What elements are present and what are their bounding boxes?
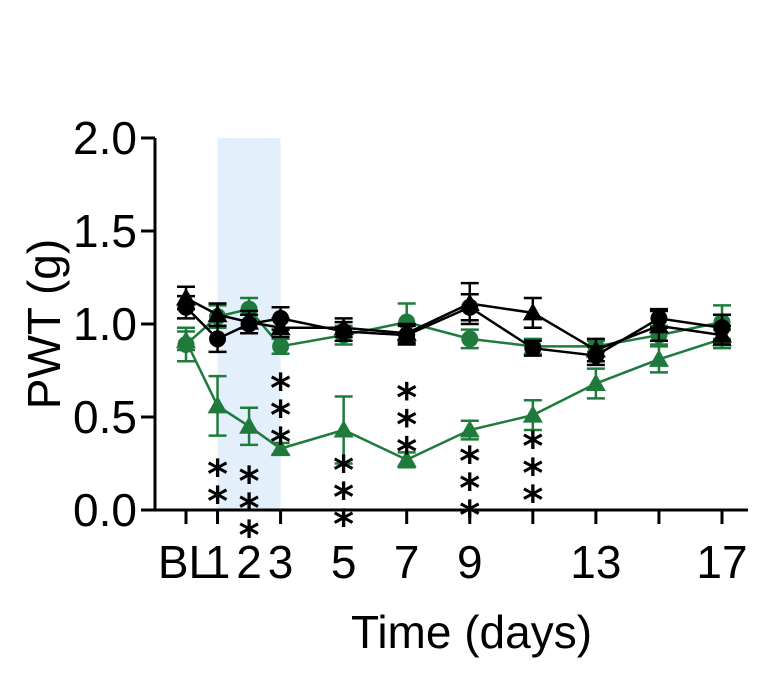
significance-star: * — [270, 393, 291, 439]
significance-annotation: *** — [396, 376, 417, 476]
data-point — [396, 449, 417, 468]
significance-star: * — [270, 366, 291, 412]
x-tick-label: BL — [158, 536, 214, 588]
data-point — [524, 339, 542, 357]
series-1 — [176, 328, 732, 469]
data-point — [713, 319, 731, 337]
data-point — [461, 298, 479, 316]
data-point — [270, 438, 291, 457]
x-tick-label: 5 — [331, 536, 357, 588]
significance-star: * — [522, 424, 543, 470]
data-point — [461, 330, 479, 348]
significance-star: * — [239, 486, 260, 532]
significance-star: * — [333, 502, 354, 548]
significance-star: * — [207, 479, 228, 525]
data-point — [459, 420, 480, 438]
data-point — [240, 300, 258, 318]
y-axis-title: PWT (g) — [18, 239, 70, 409]
y-tick-label: 0.5 — [73, 391, 137, 443]
significance-annotation: *** — [522, 424, 543, 524]
significance-star: * — [333, 448, 354, 494]
data-point — [272, 337, 290, 355]
significance-annotation: *** — [333, 448, 354, 548]
significance-star: * — [522, 478, 543, 524]
x-tick-label: 3 — [268, 536, 294, 588]
data-point — [335, 322, 353, 340]
data-point — [207, 304, 228, 323]
y-tick-label: 1.5 — [73, 205, 137, 257]
significance-star: * — [207, 452, 228, 498]
data-point — [585, 373, 606, 392]
significance-star: * — [396, 403, 417, 449]
significance-star: * — [239, 513, 260, 559]
significance-star: * — [459, 439, 480, 485]
significance-star: * — [459, 466, 480, 512]
x-tick-label: 2 — [236, 536, 262, 588]
tick-layer: 0.0 0.5 1.0 1.5 2.0 BL1 2 3 5 7 9 13 17 — [73, 112, 748, 588]
data-point — [398, 326, 416, 344]
data-point — [240, 315, 258, 333]
y-tick-label: 0.0 — [73, 484, 137, 536]
x-tick-label: 9 — [457, 536, 483, 588]
x-tick-label: 7 — [394, 536, 420, 588]
x-tick-label: 17 — [696, 536, 747, 588]
significance-star: * — [270, 420, 291, 466]
series-4 — [177, 292, 731, 367]
annotation-layer: ** ************ ****** — [207, 366, 543, 559]
data-point — [650, 309, 668, 327]
significance-star: * — [396, 376, 417, 422]
significance-annotation: *** — [239, 459, 260, 559]
x-tick-label: 13 — [570, 536, 621, 588]
data-point — [648, 349, 669, 367]
series-layer — [176, 281, 732, 469]
significance-star: * — [239, 459, 260, 505]
significance-annotation: *** — [270, 366, 291, 466]
data-point — [239, 416, 260, 434]
significance-star: * — [459, 493, 480, 539]
significance-annotation: ** — [207, 452, 228, 525]
data-point — [522, 405, 543, 423]
significance-star: * — [396, 430, 417, 476]
data-point — [522, 302, 543, 321]
data-point — [209, 330, 227, 348]
data-point — [177, 298, 195, 316]
data-point — [333, 420, 354, 438]
x-tick-label: 1 — [205, 536, 231, 588]
y-tick-label: 1.0 — [73, 298, 137, 350]
x-axis-title: Time (days) — [351, 606, 592, 658]
significance-annotation: *** — [459, 439, 480, 539]
data-point — [587, 347, 605, 365]
significance-star: * — [522, 451, 543, 497]
data-point — [207, 395, 228, 414]
data-point — [177, 335, 195, 353]
data-point — [272, 309, 290, 327]
significance-star: * — [333, 475, 354, 521]
y-tick-label: 2.0 — [73, 112, 137, 164]
